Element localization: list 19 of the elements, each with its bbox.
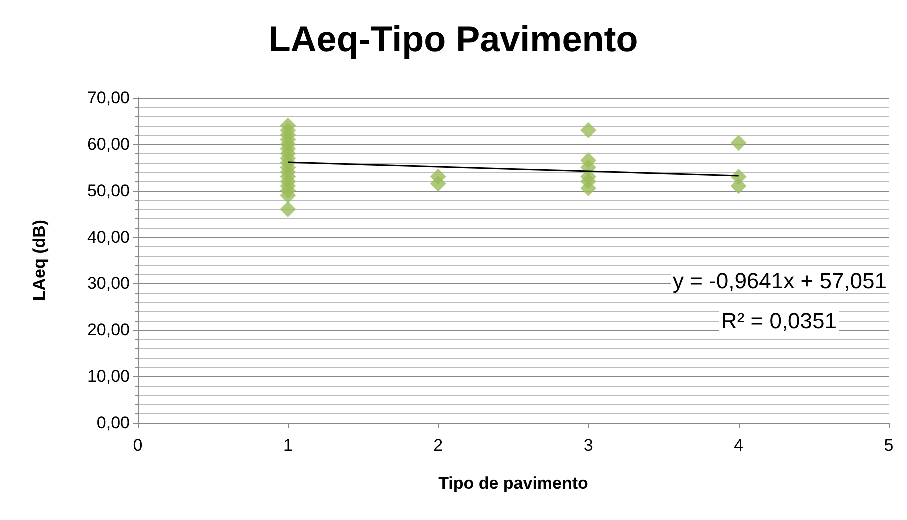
- x-tick-label: 3: [584, 436, 594, 455]
- annotation: R² = 0,0351: [721, 308, 838, 334]
- y-tick-label: 50,00: [87, 181, 130, 200]
- y-tick-label: 40,00: [87, 228, 130, 247]
- y-axis-title: LAeq (dB): [30, 220, 49, 302]
- y-tick-label: 60,00: [87, 134, 130, 154]
- y-tick-label: 20,00: [87, 320, 130, 340]
- y-tick-label: 0,00: [96, 414, 130, 432]
- y-tick-label: 10,00: [87, 367, 130, 386]
- y-tick-label: 30,00: [87, 274, 130, 294]
- chart-title: LAeq-Tipo Pavimento: [268, 18, 638, 60]
- y-tick-label: 70,00: [87, 88, 130, 108]
- x-tick-label: 0: [133, 436, 143, 455]
- x-tick-label: 4: [734, 436, 744, 455]
- x-tick-label: 5: [884, 436, 894, 455]
- annotation: y = -0,9641x + 57,051: [672, 268, 888, 294]
- x-axis-title: Tipo de pavimento: [438, 474, 588, 493]
- x-tick-label: 2: [434, 436, 444, 455]
- x-tick-label: 1: [283, 436, 293, 455]
